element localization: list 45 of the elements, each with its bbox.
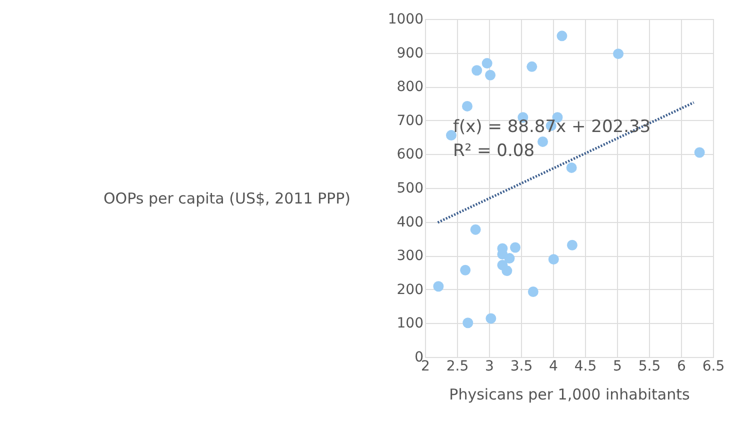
y-tick-label: 900 xyxy=(396,45,424,62)
point xyxy=(694,147,705,158)
y-tick-label: 600 xyxy=(396,146,424,163)
point xyxy=(502,266,512,276)
y-tick-label: 100 xyxy=(396,316,424,332)
point xyxy=(548,254,559,265)
point xyxy=(510,242,520,253)
y-tick-label: 0 xyxy=(414,350,424,366)
y-tick-label: 500 xyxy=(396,180,424,196)
x-tick-label: 5.5 xyxy=(638,358,661,374)
point xyxy=(462,318,474,328)
x-tick-label: 4.5 xyxy=(574,358,597,374)
point xyxy=(526,61,538,72)
point xyxy=(504,253,515,264)
point xyxy=(462,100,472,112)
y-tick-label: 1000 xyxy=(388,12,424,28)
point xyxy=(556,30,568,42)
x-tick-label: 2.5 xyxy=(446,358,469,374)
point xyxy=(433,281,444,292)
x-axis-title: Physicans per 1,000 inhabitants xyxy=(449,386,690,404)
annotation: R² = 0.08 xyxy=(453,141,535,161)
point xyxy=(482,58,492,69)
x-tick-label: 3 xyxy=(485,358,494,374)
point xyxy=(528,286,538,297)
x-tick-label: 2 xyxy=(421,358,430,374)
y-tick-label: 800 xyxy=(396,79,424,96)
y-tick-label: 300 xyxy=(396,248,424,264)
point xyxy=(460,264,471,276)
point xyxy=(486,313,496,324)
point xyxy=(613,48,624,60)
x-tick-label: 6.5 xyxy=(702,358,725,374)
y-tick-label: 200 xyxy=(396,282,424,298)
y-tick-label: 400 xyxy=(396,214,424,230)
point xyxy=(566,240,578,250)
point xyxy=(485,70,496,80)
point xyxy=(538,136,548,147)
y-axis-title: OOPs per capita (US$, 2011 PPP) xyxy=(104,190,350,208)
x-tick-label: 5 xyxy=(613,358,622,374)
point xyxy=(472,65,482,76)
x-tick-label: 3.5 xyxy=(510,358,533,374)
point xyxy=(566,162,577,173)
x-tick-label: 6 xyxy=(677,358,686,374)
point xyxy=(470,224,481,235)
y-tick-label: 700 xyxy=(396,112,424,129)
x-tick-label: 4 xyxy=(549,358,558,374)
